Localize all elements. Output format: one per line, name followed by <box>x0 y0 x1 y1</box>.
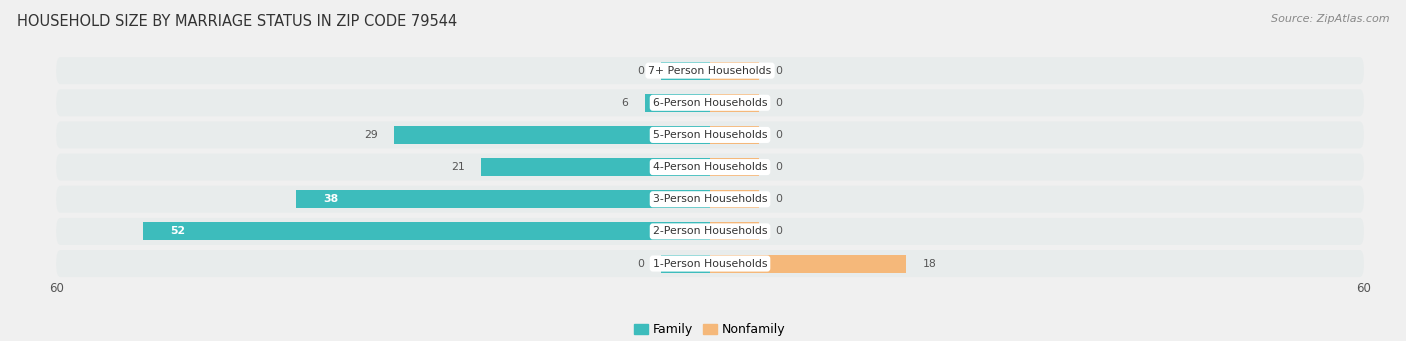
FancyBboxPatch shape <box>56 186 1364 213</box>
Text: 0: 0 <box>638 65 644 76</box>
Text: 52: 52 <box>170 226 186 236</box>
Bar <box>710 126 759 144</box>
Text: HOUSEHOLD SIZE BY MARRIAGE STATUS IN ZIP CODE 79544: HOUSEHOLD SIZE BY MARRIAGE STATUS IN ZIP… <box>17 14 457 29</box>
Legend: Family, Nonfamily: Family, Nonfamily <box>634 323 786 336</box>
Text: 0: 0 <box>776 226 782 236</box>
Text: 5-Person Households: 5-Person Households <box>652 130 768 140</box>
FancyBboxPatch shape <box>56 57 1364 84</box>
Text: 0: 0 <box>776 130 782 140</box>
FancyBboxPatch shape <box>56 250 1364 277</box>
Text: 0: 0 <box>776 194 782 204</box>
Text: 6-Person Households: 6-Person Households <box>652 98 768 108</box>
Bar <box>710 158 759 176</box>
Bar <box>710 190 759 208</box>
Text: 21: 21 <box>451 162 465 172</box>
Bar <box>710 222 759 240</box>
Bar <box>644 94 710 112</box>
Text: 0: 0 <box>776 65 782 76</box>
Text: 0: 0 <box>638 258 644 269</box>
Text: 6: 6 <box>621 98 628 108</box>
Text: 3-Person Households: 3-Person Households <box>652 194 768 204</box>
Text: 4-Person Households: 4-Person Households <box>652 162 768 172</box>
Bar <box>710 62 759 80</box>
Text: 0: 0 <box>776 98 782 108</box>
Text: 2-Person Households: 2-Person Households <box>652 226 768 236</box>
Text: 29: 29 <box>364 130 378 140</box>
Bar <box>710 94 759 112</box>
Text: Source: ZipAtlas.com: Source: ZipAtlas.com <box>1271 14 1389 24</box>
FancyBboxPatch shape <box>56 121 1364 148</box>
FancyBboxPatch shape <box>56 218 1364 245</box>
Bar <box>481 158 710 176</box>
Text: 1-Person Households: 1-Person Households <box>652 258 768 269</box>
FancyBboxPatch shape <box>56 89 1364 116</box>
Text: 18: 18 <box>922 258 936 269</box>
Bar <box>661 62 710 80</box>
Bar <box>661 254 710 272</box>
Text: 7+ Person Households: 7+ Person Households <box>648 65 772 76</box>
Text: 0: 0 <box>776 162 782 172</box>
Bar <box>295 190 710 208</box>
Bar <box>143 222 710 240</box>
Bar <box>394 126 710 144</box>
FancyBboxPatch shape <box>56 153 1364 181</box>
Text: 38: 38 <box>323 194 339 204</box>
Bar <box>710 254 905 272</box>
